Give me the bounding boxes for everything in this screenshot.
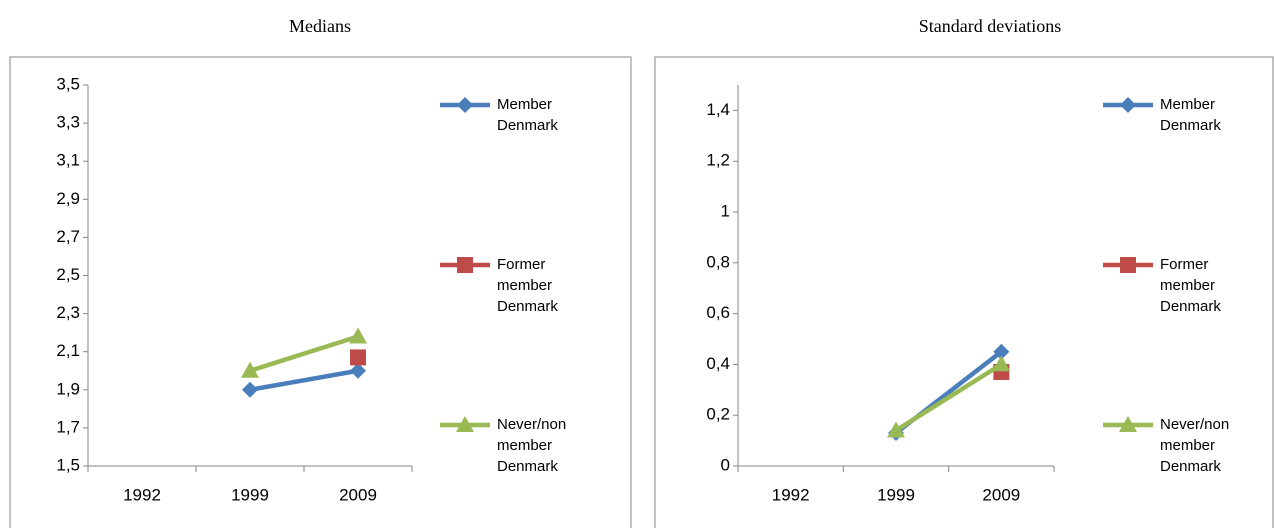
marker [993,343,1010,360]
x-tick-label: 2009 [982,485,1020,504]
chart-border [654,56,1274,528]
y-tick-label: 2,7 [56,227,80,246]
y-tick-label: 2,5 [56,265,80,284]
marker [241,361,259,378]
chart-title: Medians [289,16,351,36]
marker [456,416,474,432]
x-tick-label: 1992 [123,485,161,504]
marker [887,421,905,438]
marker [242,381,258,398]
x-tick-label: 1992 [772,485,810,504]
legend-label: Member Denmark [497,96,558,134]
y-tick-label: 2,3 [56,303,80,322]
series-line [249,368,359,393]
series-line [249,334,359,373]
y-tick-label: 1,2 [706,151,730,170]
y-tick-label: 1,7 [56,417,80,436]
legend-label: Former member Denmark [1160,256,1221,315]
x-tick-label: 2009 [339,485,377,504]
marker [350,362,366,379]
marker [349,327,367,344]
y-tick-label: 0,4 [706,354,730,373]
chart-border [9,56,632,528]
y-tick-label: 2,1 [56,341,80,360]
marker [457,97,473,113]
y-tick-label: 3,5 [56,74,80,93]
y-tick-label: 3,3 [56,113,80,132]
y-tick-label: 0,6 [706,303,730,322]
legend-label: Member Denmark [1160,96,1221,134]
y-tick-label: 1,9 [56,379,80,398]
y-tick-label: 0,8 [706,252,730,271]
marker [350,349,366,366]
marker [457,257,473,273]
legend-label: Never/non member Denmark [497,416,567,475]
marker [1120,97,1136,113]
marker [1120,257,1136,273]
x-tick-label: 1999 [231,485,269,504]
y-tick-label: 0 [721,455,730,474]
series-line [894,362,1003,433]
x-tick-label: 1999 [877,485,915,504]
marker [1119,416,1137,432]
y-tick-label: 3,1 [56,151,80,170]
marker [992,355,1011,372]
chart-title: Standard deviations [919,16,1061,36]
y-tick-label: 1,4 [706,100,730,119]
legend-label: Former member Denmark [497,256,558,315]
y-tick-label: 1,5 [56,455,80,474]
legend-label: Never/non member Denmark [1160,416,1230,475]
y-tick-label: 2,9 [56,189,80,208]
y-tick-label: 1 [721,201,730,220]
y-tick-label: 0,2 [706,405,730,424]
